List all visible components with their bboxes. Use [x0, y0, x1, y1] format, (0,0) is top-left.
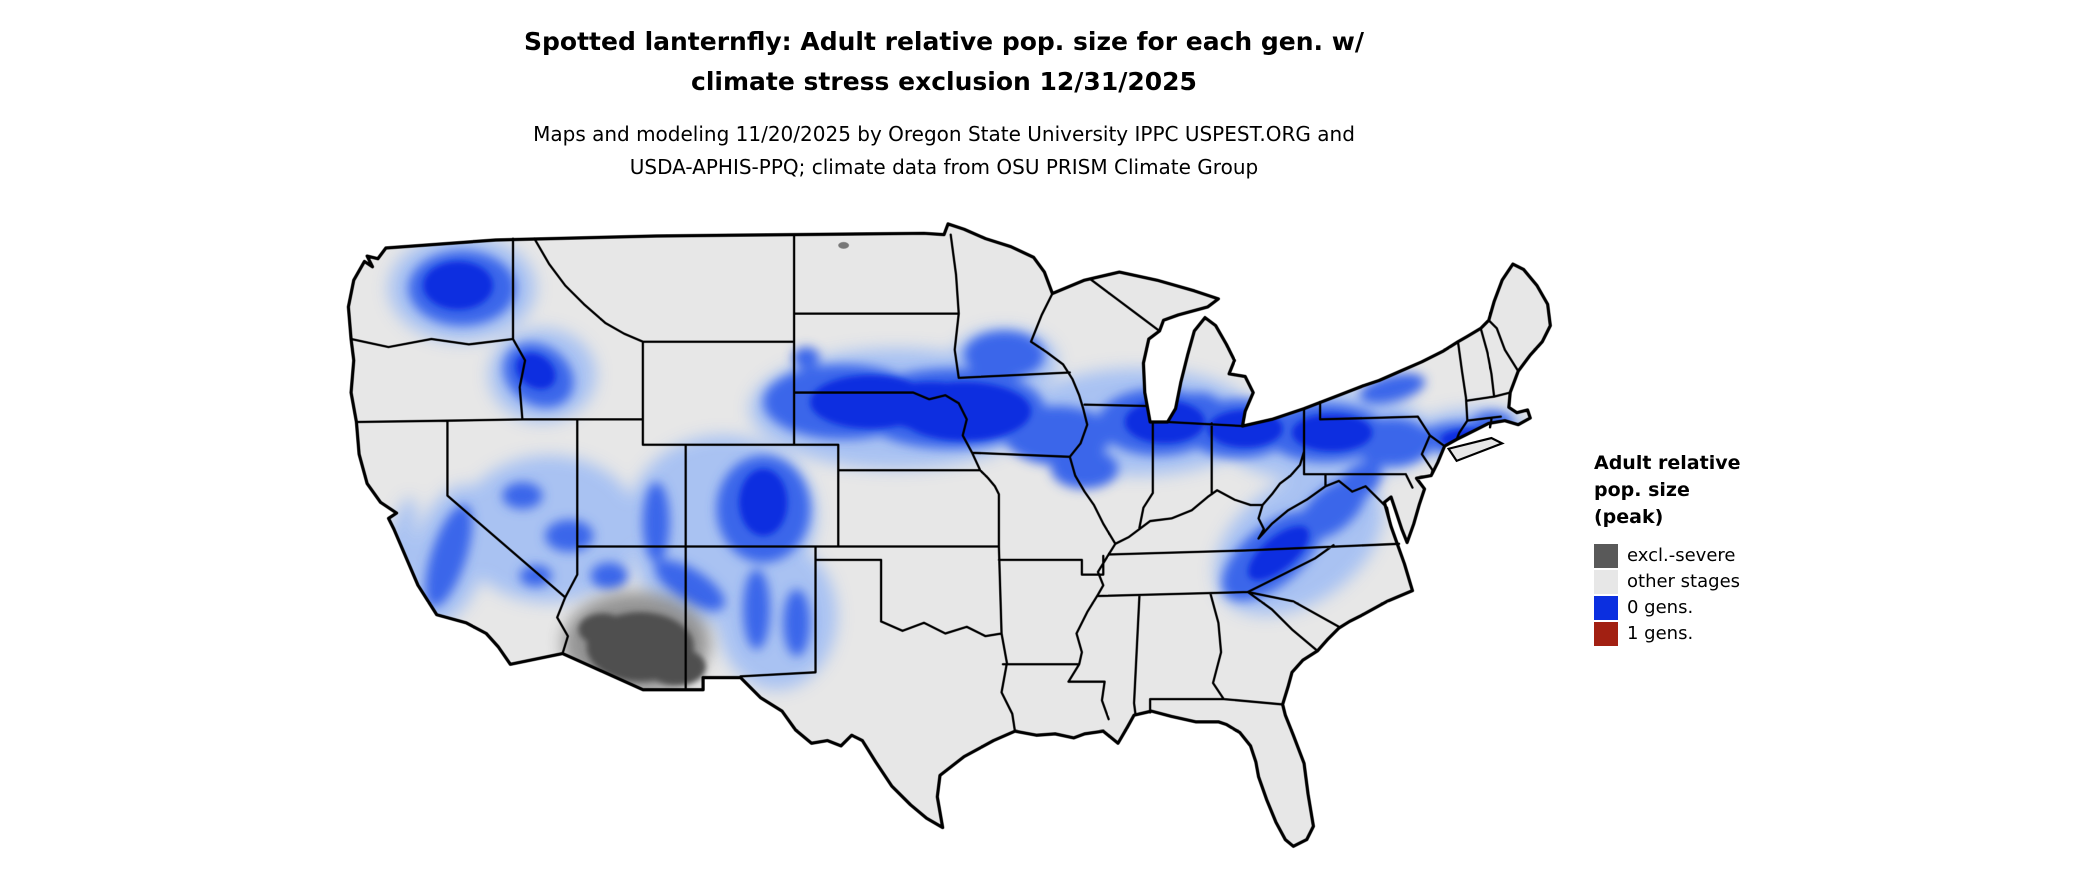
- chart-title: Spotted lanternfly: Adult relative pop. …: [0, 22, 1888, 102]
- state-borders: [349, 233, 1520, 733]
- small-gray-speck: [838, 241, 849, 249]
- legend-title-line2: pop. size: [1594, 479, 1690, 501]
- chart-title-line1: Spotted lanternfly: Adult relative pop. …: [524, 27, 1364, 56]
- legend-label-other-stages: other stages: [1627, 571, 1741, 592]
- legend: Adult relative pop. size (peak) excl.-se…: [1594, 450, 1814, 647]
- legend-item-1-gens: 1 gens.: [1594, 621, 1814, 647]
- legend-title-line1: Adult relative: [1594, 452, 1741, 474]
- chart-subtitle-line2: USDA-APHIS-PPQ; climate data from OSU PR…: [629, 155, 1259, 179]
- us-outline: [346, 222, 1552, 848]
- us-land: [348, 223, 1551, 847]
- legend-items: excl.-severe other stages 0 gens. 1 gens…: [1594, 543, 1814, 647]
- exclusion-overlay-gray: [562, 241, 849, 694]
- legend-label-excl-severe: excl.-severe: [1627, 545, 1736, 566]
- us-map-svg: [346, 222, 1552, 848]
- legend-item-0-gens: 0 gens.: [1594, 595, 1814, 621]
- legend-label-0-gens: 0 gens.: [1627, 597, 1694, 618]
- chart-subtitle: Maps and modeling 11/20/2025 by Oregon S…: [0, 118, 1888, 184]
- legend-swatch-0-gens: [1594, 596, 1618, 620]
- us-choropleth-map: [335, 221, 1553, 884]
- legend-item-other-stages: other stages: [1594, 569, 1814, 595]
- chart-subtitle-line1: Maps and modeling 11/20/2025 by Oregon S…: [533, 122, 1355, 146]
- legend-item-excl-severe: excl.-severe: [1594, 543, 1814, 569]
- population-overlay: [377, 234, 1533, 694]
- long-island: [1446, 436, 1505, 463]
- legend-swatch-1-gens: [1594, 622, 1618, 646]
- chart-title-line2: climate stress exclusion 12/31/2025: [691, 67, 1197, 96]
- legend-swatch-excl-severe: [1594, 544, 1618, 568]
- legend-label-1-gens: 1 gens.: [1627, 623, 1694, 644]
- legend-title-line3: (peak): [1594, 506, 1664, 528]
- legend-swatch-other-stages: [1594, 570, 1618, 594]
